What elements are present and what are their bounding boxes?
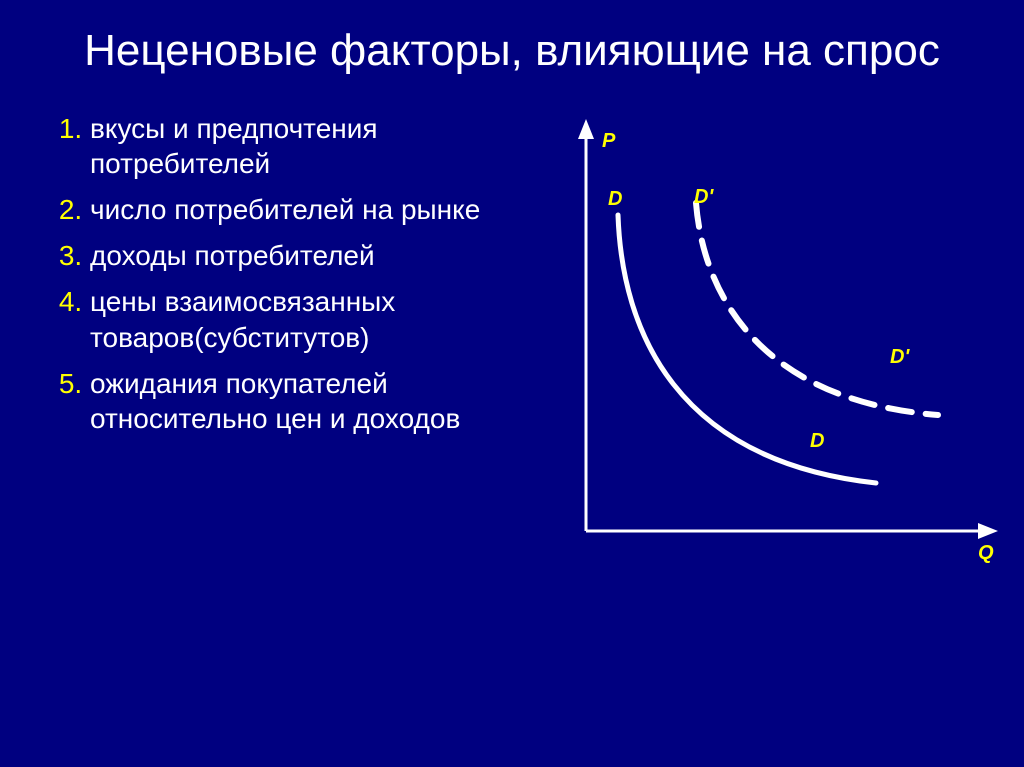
curve-dprime-top-label: D' — [694, 186, 714, 208]
curve-d — [618, 215, 876, 483]
curve-d-top-label: D — [608, 188, 622, 210]
factors-list: вкусы и предпочтения потребителей число … — [46, 111, 526, 438]
list-item: доходы потребителей — [90, 238, 526, 274]
list-column: вкусы и предпочтения потребителей число … — [46, 111, 546, 448]
x-axis-arrow — [978, 523, 998, 539]
list-item: вкусы и предпочтения потребителей — [90, 111, 526, 183]
list-item: число потребителей на рынке — [90, 192, 526, 228]
curve-dprime-end-label: D' — [890, 346, 910, 368]
curve-d-prime — [696, 203, 938, 415]
x-axis-label: Q — [978, 542, 994, 564]
page-title: Неценовые факторы, влияющие на спрос — [46, 26, 978, 77]
list-item: ожидания покупателей относительно цен и … — [90, 366, 526, 438]
list-item: цены взаимосвязанных товаров(субститутов… — [90, 284, 526, 356]
demand-chart: P Q D D D' D' — [546, 111, 1016, 591]
y-axis-arrow — [578, 119, 594, 139]
content-row: вкусы и предпочтения потребителей число … — [46, 111, 978, 611]
chart-column: P Q D D D' D' — [546, 111, 978, 611]
slide: Неценовые факторы, влияющие на спрос вку… — [0, 0, 1024, 767]
curve-d-end-label: D — [810, 430, 824, 452]
y-axis-label: P — [602, 130, 616, 152]
